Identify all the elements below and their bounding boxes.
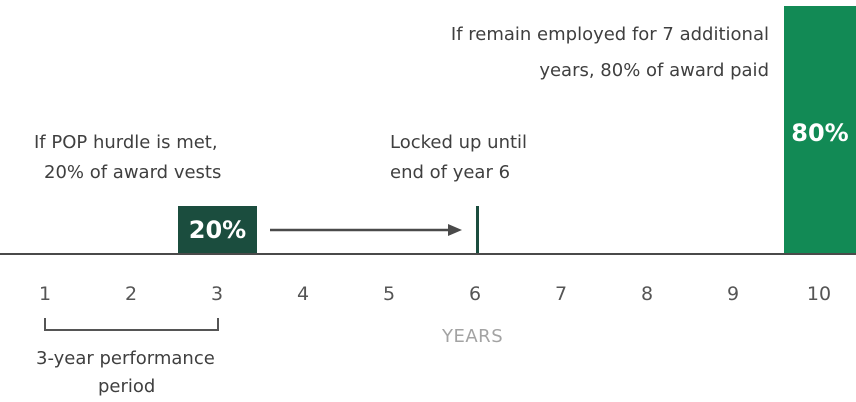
performance-period-bracket (44, 318, 219, 331)
performance-period-line-1: 3-year performance (36, 348, 215, 369)
final-payment-bar (784, 6, 856, 254)
tick-label-9: 9 (726, 283, 740, 305)
tick-label-6: 6 (468, 283, 482, 305)
tick-label-5: 5 (382, 283, 396, 305)
tick-label-1: 1 (38, 283, 52, 305)
first-vest-box: 20% (178, 206, 257, 254)
timeline-axis (0, 253, 856, 255)
arrow-right-icon (270, 224, 462, 236)
tick-label-2: 2 (124, 283, 138, 305)
performance-period-line-2: period (98, 376, 156, 397)
locked-up-line-2: end of year 6 (390, 162, 511, 183)
pop-hurdle-line-2: 20% of award vests (44, 162, 222, 183)
final-payment-label: 80% (791, 119, 849, 147)
tick-label-8: 8 (640, 283, 654, 305)
tick-label-10: 10 (806, 283, 832, 305)
remain-employed-line-1: If remain employed for 7 additional (450, 24, 769, 45)
remain-employed-line-2: years, 80% of award paid (539, 60, 769, 81)
tick-label-3: 3 (210, 283, 224, 305)
pop-hurdle-line-1: If POP hurdle is met, (34, 132, 218, 153)
year-6-marker (476, 206, 479, 254)
first-vest-label: 20% (188, 216, 247, 244)
axis-title: YEARS (442, 326, 504, 347)
locked-up-line-1: Locked up until (390, 132, 528, 153)
tick-label-4: 4 (296, 283, 310, 305)
tick-label-7: 7 (554, 283, 568, 305)
